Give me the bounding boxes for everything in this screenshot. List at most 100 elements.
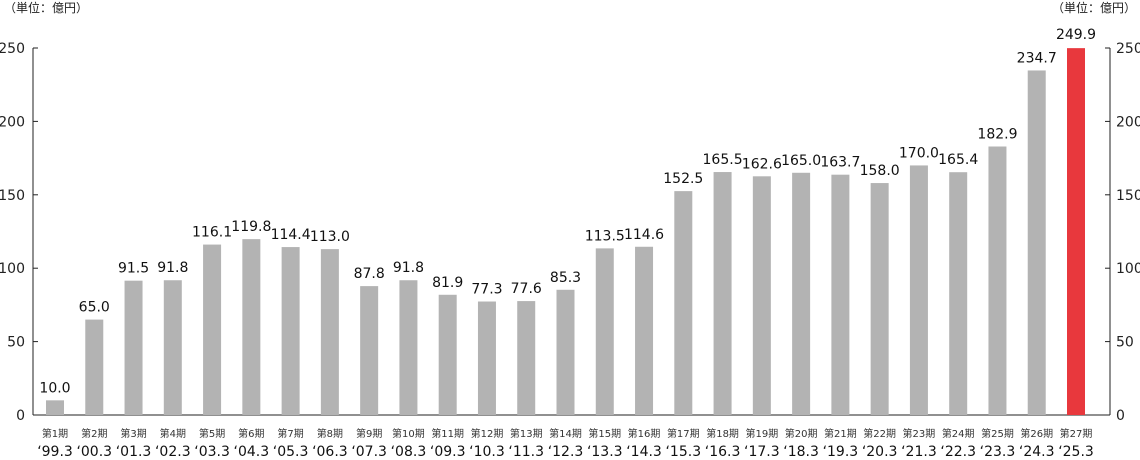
- bar-22: [870, 183, 889, 415]
- y-tick-label-right: 0: [1116, 408, 1125, 424]
- bar-19: [752, 176, 771, 415]
- period-label-12: 第12期: [471, 427, 504, 440]
- value-label-20: 165.0: [781, 153, 821, 169]
- value-label-16: 114.6: [624, 227, 664, 243]
- date-label-11: ‘09.3: [430, 444, 466, 460]
- date-label-4: ‘02.3: [155, 444, 191, 460]
- date-label-25: ‘23.3: [980, 444, 1016, 460]
- y-tick-label-left: 200: [0, 114, 25, 130]
- period-label-16: 第16期: [628, 427, 661, 440]
- bar-21: [831, 174, 850, 415]
- period-label-2: 第2期: [81, 427, 107, 440]
- bar-26: [1027, 70, 1046, 416]
- period-label-24: 第24期: [942, 427, 975, 440]
- date-label-18: ‘16.3: [705, 444, 741, 460]
- date-label-14: ‘12.3: [548, 444, 584, 460]
- value-label-4: 91.8: [157, 260, 188, 276]
- date-label-23: ‘21.3: [901, 444, 937, 460]
- date-label-22: ‘20.3: [862, 444, 898, 460]
- value-label-24: 165.4: [938, 152, 978, 168]
- bar-1: [46, 400, 64, 415]
- value-label-8: 113.0: [310, 229, 350, 245]
- value-label-2: 65.0: [79, 300, 110, 316]
- unit-label-left: （単位：億円）: [4, 0, 88, 15]
- bar-11: [438, 294, 457, 415]
- period-label-5: 第5期: [199, 427, 225, 440]
- date-label-2: ‘00.3: [76, 444, 112, 460]
- bar-4: [163, 280, 182, 415]
- value-label-22: 158.0: [860, 163, 900, 179]
- period-label-26: 第26期: [1020, 427, 1053, 440]
- value-label-25: 182.9: [977, 127, 1017, 143]
- y-tick-label-right: 50: [1116, 335, 1134, 351]
- y-tick-label-left: 250: [0, 41, 25, 57]
- y-tick-label-left: 50: [7, 335, 25, 351]
- period-label-10: 第10期: [392, 427, 425, 440]
- value-label-3: 91.5: [118, 261, 149, 277]
- value-label-27: 249.9: [1056, 27, 1096, 43]
- bar-14: [556, 289, 575, 415]
- bar-25: [988, 146, 1007, 415]
- bar-10: [399, 280, 418, 415]
- period-label-13: 第13期: [510, 427, 543, 440]
- bar-20: [792, 172, 811, 415]
- bar-12: [477, 301, 496, 415]
- y-tick-label-right: 250: [1116, 41, 1140, 57]
- y-tick-label-right: 200: [1116, 114, 1140, 130]
- date-label-13: ‘11.3: [508, 444, 544, 460]
- value-label-11: 81.9: [432, 275, 463, 291]
- date-label-20: ‘18.3: [783, 444, 819, 460]
- date-label-8: ‘06.3: [312, 444, 348, 460]
- bar-13: [517, 301, 536, 415]
- value-labels: 10.0 65.0 91.5 91.8 116.1 119.8 114.4 113.0 87.8…: [39, 27, 1096, 396]
- date-label-3: ‘01.3: [116, 444, 152, 460]
- bar-6: [242, 239, 261, 415]
- date-label-12: ‘10.3: [469, 444, 505, 460]
- period-label-11: 第11期: [431, 427, 464, 440]
- period-label-19: 第19期: [745, 427, 778, 440]
- x-axis-labels: 第1期 ‘99.3 第2期 ‘00.3 第3期 ‘01.3 第4期 ‘02.3 第5期 ‘03.3…: [37, 427, 1094, 460]
- value-label-19: 162.6: [742, 156, 782, 172]
- date-label-1: ‘99.3: [37, 444, 73, 460]
- date-label-15: ‘13.3: [587, 444, 623, 460]
- period-label-9: 第9期: [356, 427, 382, 440]
- y-tick-label-right: 150: [1116, 188, 1140, 204]
- bars: [46, 48, 1085, 416]
- period-label-4: 第4期: [160, 427, 186, 440]
- bar-17: [674, 191, 693, 415]
- value-label-18: 165.5: [703, 152, 743, 168]
- value-label-10: 91.8: [393, 260, 424, 276]
- bar-23: [909, 165, 928, 415]
- date-label-17: ‘15.3: [665, 444, 701, 460]
- date-label-9: ‘07.3: [351, 444, 387, 460]
- bar-7: [281, 247, 300, 415]
- period-label-25: 第25期: [981, 427, 1014, 440]
- date-label-16: ‘14.3: [626, 444, 662, 460]
- value-label-12: 77.3: [471, 282, 502, 298]
- period-label-1: 第1期: [42, 427, 68, 440]
- bar-2: [85, 319, 104, 415]
- value-label-9: 87.8: [354, 266, 385, 282]
- bar-9: [360, 286, 379, 415]
- period-label-14: 第14期: [549, 427, 582, 440]
- bar-24: [949, 172, 968, 415]
- value-label-5: 116.1: [192, 225, 232, 241]
- period-label-3: 第3期: [120, 427, 146, 440]
- period-label-20: 第20期: [785, 427, 818, 440]
- value-label-15: 113.5: [585, 228, 625, 244]
- y-tick-label-left: 150: [0, 188, 25, 204]
- y-tick-label-left: 0: [16, 408, 25, 424]
- bar-16: [635, 246, 654, 415]
- bar-18: [713, 172, 732, 415]
- date-label-26: ‘24.3: [1019, 444, 1055, 460]
- date-label-6: ‘04.3: [234, 444, 270, 460]
- date-label-27: ‘25.3: [1058, 444, 1094, 460]
- bar-15: [595, 248, 614, 415]
- period-label-7: 第7期: [277, 427, 303, 440]
- bar-27: [1067, 48, 1085, 416]
- period-label-15: 第15期: [588, 427, 621, 440]
- value-label-23: 170.0: [899, 145, 939, 161]
- period-label-17: 第17期: [667, 427, 700, 440]
- bar-5: [203, 244, 222, 415]
